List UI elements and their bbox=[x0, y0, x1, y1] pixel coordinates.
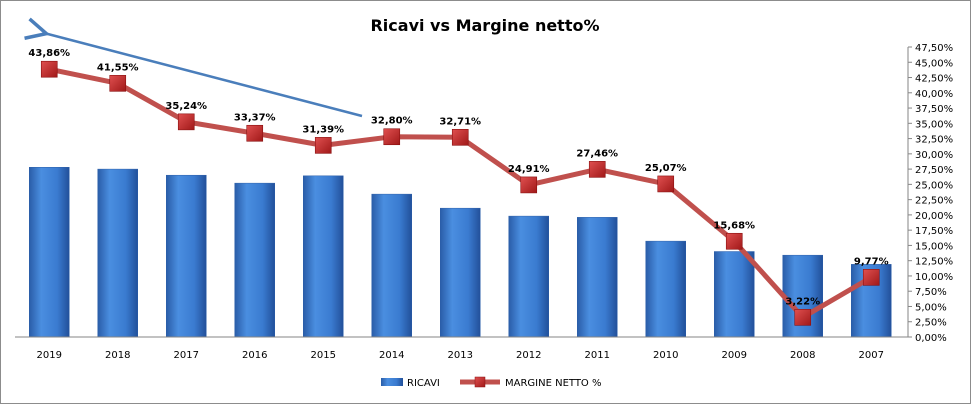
y2-tick-label: 37,50% bbox=[915, 104, 953, 115]
y2-tick-label: 40,00% bbox=[915, 89, 953, 100]
data-label-margine: 32,80% bbox=[371, 116, 413, 127]
x-tick-label: 2011 bbox=[585, 350, 610, 361]
legend: RICAVI MARGINE NETTO % bbox=[381, 376, 601, 389]
bar-ricavi-2019 bbox=[29, 167, 70, 338]
marker-margine-2010 bbox=[657, 175, 675, 193]
bar-ricavi-2010 bbox=[645, 240, 686, 338]
y2-tick-label: 20,00% bbox=[915, 211, 953, 222]
x-tick-label: 2019 bbox=[37, 350, 62, 361]
data-label-margine: 41,55% bbox=[97, 62, 139, 73]
y2-tick-label: 35,00% bbox=[915, 119, 953, 130]
x-tick-label: 2012 bbox=[516, 350, 541, 361]
bar-ricavi-2017 bbox=[166, 174, 207, 338]
y2-tick-label: 30,00% bbox=[915, 150, 953, 161]
marker-margine-2016 bbox=[246, 124, 264, 142]
marker-margine-2013 bbox=[451, 128, 469, 146]
data-label-margine: 33,37% bbox=[234, 112, 276, 123]
x-tick-label: 2014 bbox=[379, 350, 404, 361]
marker-margine-2011 bbox=[588, 161, 606, 178]
bar-ricavi-2014 bbox=[371, 193, 412, 338]
data-label-margine: 3,22% bbox=[785, 296, 820, 307]
x-tick-label: 2008 bbox=[790, 350, 815, 361]
marker-margine-2014 bbox=[383, 128, 401, 146]
bar-ricavi-2012 bbox=[508, 215, 549, 338]
data-label-margine: 9,77% bbox=[854, 256, 889, 267]
data-label-margine: 35,24% bbox=[165, 101, 207, 112]
data-label-margine: 43,86% bbox=[28, 48, 70, 59]
y2-tick-label: 0,00% bbox=[915, 333, 947, 344]
legend-marker-margine bbox=[474, 376, 486, 388]
y2-tick-label: 15,00% bbox=[915, 241, 953, 252]
bar-ricavi-2013 bbox=[440, 207, 481, 338]
y2-tick-label: 25,00% bbox=[915, 180, 953, 191]
legend-label-ricavi: RICAVI bbox=[407, 378, 440, 389]
bar-ricavi-2016 bbox=[234, 182, 275, 338]
data-label-margine: 15,68% bbox=[713, 220, 755, 231]
marker-margine-2012 bbox=[520, 176, 538, 194]
x-tick-label: 2013 bbox=[448, 350, 473, 361]
x-tick-label: 2015 bbox=[311, 350, 336, 361]
y2-tick-label: 45,00% bbox=[915, 58, 953, 69]
x-tick-label: 2016 bbox=[242, 350, 267, 361]
bar-ricavi-2009 bbox=[714, 251, 755, 338]
marker-margine-2019 bbox=[40, 60, 58, 78]
data-label-margine: 31,39% bbox=[302, 124, 344, 135]
y2-tick-label: 47,50% bbox=[915, 43, 953, 54]
y2-tick-label: 27,50% bbox=[915, 165, 953, 176]
marker-margine-2018 bbox=[109, 75, 127, 92]
y2-tick-label: 7,50% bbox=[915, 287, 947, 298]
y2-tick-label: 5,00% bbox=[915, 302, 947, 313]
x-tick-label: 2017 bbox=[174, 350, 199, 361]
y2-tick-label: 32,50% bbox=[915, 135, 953, 146]
marker-margine-2015 bbox=[314, 137, 332, 154]
y2-tick-label: 12,50% bbox=[915, 257, 953, 268]
data-label-margine: 32,71% bbox=[439, 116, 481, 127]
data-label-margine: 27,46% bbox=[576, 148, 618, 159]
y2-tick-label: 42,50% bbox=[915, 74, 953, 85]
x-tick-label: 2010 bbox=[653, 350, 678, 361]
data-label-margine: 24,91% bbox=[508, 164, 550, 175]
legend-label-margine: MARGINE NETTO % bbox=[505, 378, 601, 389]
marker-margine-2007 bbox=[862, 269, 880, 286]
marker-margine-2008 bbox=[794, 309, 812, 326]
marker-margine-2017 bbox=[177, 113, 195, 131]
y2-tick-label: 22,50% bbox=[915, 196, 953, 207]
marker-margine-2009 bbox=[725, 232, 743, 250]
chart-title: Ricavi vs Margine netto% bbox=[370, 16, 599, 35]
x-tick-label: 2007 bbox=[859, 350, 884, 361]
x-tick-label: 2018 bbox=[105, 350, 130, 361]
bar-ricavi-2011 bbox=[577, 217, 618, 338]
bar-ricavi-2018 bbox=[97, 168, 138, 338]
y2-tick-label: 2,50% bbox=[915, 318, 947, 329]
legend-swatch-ricavi bbox=[381, 378, 403, 386]
bar-ricavi-2015 bbox=[303, 175, 344, 338]
data-label-margine: 25,07% bbox=[645, 163, 687, 174]
trend-arrow bbox=[44, 33, 363, 118]
x-tick-label: 2009 bbox=[722, 350, 747, 361]
y2-tick-label: 10,00% bbox=[915, 272, 953, 283]
y2-tick-label: 17,50% bbox=[915, 226, 953, 237]
